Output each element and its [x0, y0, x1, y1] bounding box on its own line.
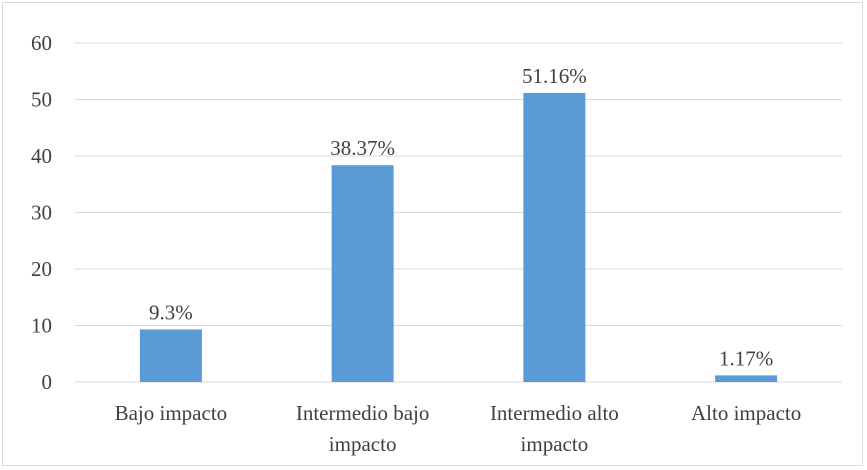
- data-label: 9.3%: [149, 300, 193, 324]
- y-tick-label: 40: [31, 144, 52, 168]
- x-axis-category-labels: Bajo impacto Intermedio bajo impacto Interm…: [115, 401, 802, 456]
- category-label: Intermedio alto: [490, 401, 619, 425]
- bar-1: [331, 165, 394, 382]
- y-axis-tick-labels: 0 10 20 30 40 50 60: [31, 31, 52, 394]
- gridlines: [75, 42, 842, 383]
- y-tick-label: 30: [31, 201, 52, 225]
- category-label: Alto impacto: [691, 401, 801, 425]
- y-tick-label: 0: [42, 370, 53, 394]
- category-label: impacto: [521, 432, 589, 456]
- y-tick-label: 50: [31, 88, 52, 112]
- category-label: impacto: [329, 432, 397, 456]
- category-label: Bajo impacto: [115, 401, 228, 425]
- bar-2: [523, 92, 586, 383]
- bar-0: [139, 329, 202, 382]
- y-tick-label: 20: [31, 257, 52, 281]
- y-tick-label: 60: [31, 31, 52, 55]
- data-label: 51.16%: [522, 64, 587, 88]
- data-label: 38.37%: [330, 136, 395, 160]
- bar-3: [715, 375, 778, 382]
- data-label: 1.17%: [719, 346, 773, 370]
- data-labels: 9.3% 38.37% 51.16% 1.17%: [149, 64, 773, 370]
- bars: [139, 92, 778, 383]
- y-tick-label: 10: [31, 314, 52, 338]
- category-label: Intermedio bajo: [296, 401, 430, 425]
